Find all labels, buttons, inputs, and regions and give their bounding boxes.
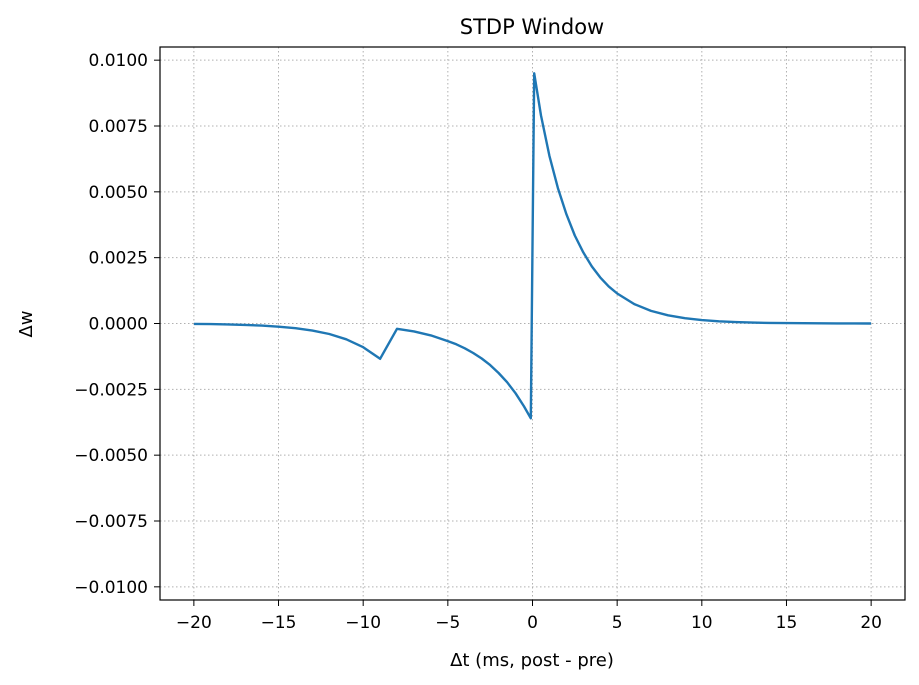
x-tick-label: −15: [261, 613, 297, 633]
series-group: [193, 72, 872, 420]
x-tick-label: 5: [612, 613, 623, 633]
y-tick-label: 0.0050: [89, 183, 148, 203]
x-axis-label: Δt (ms, post - pre): [450, 650, 614, 671]
x-axis-ticks: −20 −15 −10 −5 0 5 10 15 20: [176, 600, 882, 633]
y-tick-label: −0.0025: [74, 380, 148, 400]
x-tick-label: −10: [345, 613, 381, 633]
y-tick-label: 0.0075: [89, 117, 148, 137]
series-line: [193, 72, 872, 420]
y-tick-label: −0.0050: [74, 446, 148, 466]
y-tick-label: 0.0100: [89, 51, 148, 71]
x-tick-label: −5: [435, 613, 460, 633]
y-tick-label: −0.0100: [74, 578, 148, 598]
x-tick-label: 20: [860, 613, 882, 633]
x-tick-label: −20: [176, 613, 212, 633]
y-tick-label: 0.0000: [89, 315, 148, 335]
y-axis-label: Δw: [16, 310, 37, 337]
y-tick-label: −0.0075: [74, 512, 148, 532]
x-tick-label: 15: [776, 613, 798, 633]
chart-title: STDP Window: [460, 15, 604, 39]
y-tick-label: 0.0025: [89, 249, 148, 269]
y-axis-ticks: 0.0100 0.0075 0.0050 0.0025 0.0000 −0.0025 −0.…: [74, 51, 160, 598]
x-tick-label: 10: [691, 613, 713, 633]
x-tick-label: 0: [527, 613, 538, 633]
